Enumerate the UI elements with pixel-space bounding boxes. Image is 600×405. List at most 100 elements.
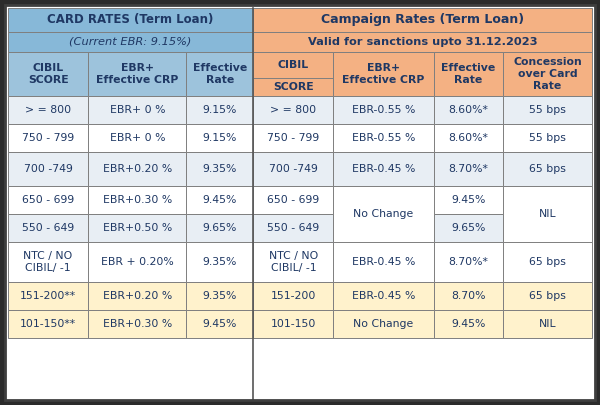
Bar bbox=[434, 214, 503, 242]
Text: EBR+ 0 %: EBR+ 0 % bbox=[110, 105, 165, 115]
Bar bbox=[8, 124, 88, 152]
Text: 65 bps: 65 bps bbox=[529, 257, 566, 267]
Bar bbox=[503, 152, 592, 186]
Text: SCORE: SCORE bbox=[273, 82, 314, 92]
Bar bbox=[88, 310, 187, 338]
Bar bbox=[187, 242, 253, 282]
Bar bbox=[334, 186, 434, 242]
Bar bbox=[8, 32, 253, 52]
Bar bbox=[434, 242, 503, 282]
Bar bbox=[253, 282, 334, 310]
Text: EBR + 0.20%: EBR + 0.20% bbox=[101, 257, 173, 267]
Text: 650 - 699: 650 - 699 bbox=[22, 195, 74, 205]
Bar bbox=[503, 282, 592, 310]
Bar bbox=[88, 96, 187, 124]
Text: EBR-0.45 %: EBR-0.45 % bbox=[352, 164, 415, 174]
Text: 750 - 799: 750 - 799 bbox=[22, 133, 74, 143]
Bar bbox=[8, 96, 88, 124]
Text: 9.35%: 9.35% bbox=[203, 291, 237, 301]
Bar bbox=[187, 310, 253, 338]
Text: 55 bps: 55 bps bbox=[529, 133, 566, 143]
Bar bbox=[253, 32, 592, 52]
Bar bbox=[8, 152, 88, 186]
Bar bbox=[8, 282, 88, 310]
Bar bbox=[434, 152, 503, 186]
Bar bbox=[334, 52, 434, 96]
Text: EBR-0.55 %: EBR-0.55 % bbox=[352, 105, 415, 115]
Text: Campaign Rates (Term Loan): Campaign Rates (Term Loan) bbox=[321, 13, 524, 26]
Bar bbox=[88, 152, 187, 186]
Text: 8.60%*: 8.60%* bbox=[448, 105, 488, 115]
Text: 101-150: 101-150 bbox=[271, 319, 316, 329]
Text: CARD RATES (Term Loan): CARD RATES (Term Loan) bbox=[47, 13, 214, 26]
Text: EBR+0.30 %: EBR+0.30 % bbox=[103, 319, 172, 329]
Bar bbox=[503, 124, 592, 152]
Bar bbox=[434, 52, 503, 96]
Bar bbox=[253, 52, 334, 96]
Bar bbox=[334, 310, 434, 338]
Text: 55 bps: 55 bps bbox=[529, 105, 566, 115]
Bar bbox=[334, 242, 434, 282]
Bar bbox=[88, 282, 187, 310]
Bar bbox=[253, 242, 334, 282]
Bar bbox=[88, 214, 187, 242]
Text: 9.45%: 9.45% bbox=[203, 319, 237, 329]
Text: 9.65%: 9.65% bbox=[451, 223, 485, 233]
Text: 9.65%: 9.65% bbox=[203, 223, 237, 233]
Text: 151-200**: 151-200** bbox=[20, 291, 76, 301]
Bar bbox=[503, 242, 592, 282]
Text: 9.45%: 9.45% bbox=[451, 195, 485, 205]
Bar bbox=[253, 186, 334, 214]
Text: 650 - 699: 650 - 699 bbox=[267, 195, 319, 205]
Text: Concession
over Card
Rate: Concession over Card Rate bbox=[513, 57, 582, 91]
Bar bbox=[334, 152, 434, 186]
Text: 8.70%*: 8.70%* bbox=[448, 257, 488, 267]
Text: 9.15%: 9.15% bbox=[203, 105, 237, 115]
Bar bbox=[334, 124, 434, 152]
Bar bbox=[187, 214, 253, 242]
Text: CIBIL: CIBIL bbox=[278, 60, 309, 70]
Bar bbox=[334, 96, 434, 124]
Text: 8.70%: 8.70% bbox=[451, 291, 485, 301]
Bar bbox=[88, 124, 187, 152]
Bar bbox=[8, 310, 88, 338]
Bar bbox=[503, 96, 592, 124]
Text: 750 - 799: 750 - 799 bbox=[267, 133, 319, 143]
Bar bbox=[8, 242, 88, 282]
Bar bbox=[434, 282, 503, 310]
Text: No Change: No Change bbox=[353, 209, 414, 219]
Text: 9.35%: 9.35% bbox=[203, 257, 237, 267]
Text: EBR+0.20 %: EBR+0.20 % bbox=[103, 291, 172, 301]
Bar bbox=[8, 214, 88, 242]
Bar bbox=[88, 52, 187, 96]
Text: Valid for sanctions upto 31.12.2023: Valid for sanctions upto 31.12.2023 bbox=[308, 37, 538, 47]
Text: > = 800: > = 800 bbox=[270, 105, 316, 115]
Bar bbox=[8, 8, 253, 32]
Bar bbox=[88, 242, 187, 282]
Text: NTC / NO
CIBIL/ -1: NTC / NO CIBIL/ -1 bbox=[23, 251, 73, 273]
Text: No Change: No Change bbox=[353, 319, 414, 329]
Text: NTC / NO
CIBIL/ -1: NTC / NO CIBIL/ -1 bbox=[269, 251, 318, 273]
Bar bbox=[503, 186, 592, 242]
Bar bbox=[434, 96, 503, 124]
Bar bbox=[253, 124, 334, 152]
Text: 8.60%*: 8.60%* bbox=[448, 133, 488, 143]
Bar bbox=[8, 186, 88, 214]
Bar bbox=[187, 282, 253, 310]
Bar bbox=[434, 310, 503, 338]
Text: 101-150**: 101-150** bbox=[20, 319, 76, 329]
Bar bbox=[503, 52, 592, 96]
Bar bbox=[187, 52, 253, 96]
Text: 9.15%: 9.15% bbox=[203, 133, 237, 143]
Text: EBR+0.30 %: EBR+0.30 % bbox=[103, 195, 172, 205]
Bar bbox=[253, 152, 334, 186]
Text: EBR+0.50 %: EBR+0.50 % bbox=[103, 223, 172, 233]
Text: 8.70%*: 8.70%* bbox=[448, 164, 488, 174]
Text: EBR-0.45 %: EBR-0.45 % bbox=[352, 257, 415, 267]
Text: 9.45%: 9.45% bbox=[451, 319, 485, 329]
Text: NIL: NIL bbox=[539, 209, 556, 219]
Text: > = 800: > = 800 bbox=[25, 105, 71, 115]
Bar bbox=[253, 96, 334, 124]
Bar bbox=[434, 124, 503, 152]
Bar bbox=[334, 282, 434, 310]
